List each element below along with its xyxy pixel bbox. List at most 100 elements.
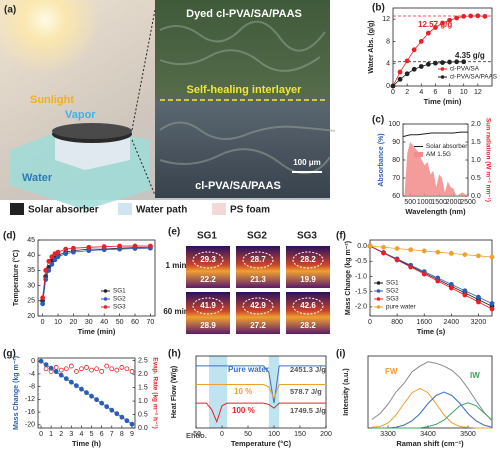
sun <box>0 0 100 75</box>
y-tick-label: -4 <box>29 371 35 378</box>
x-axis-label: Time (min) <box>424 97 462 106</box>
marker <box>408 247 414 253</box>
series-label: 100 % <box>232 406 255 415</box>
x-tick-label: 12 <box>474 89 482 96</box>
plot-frame <box>367 355 493 429</box>
x-tick-label: 10 <box>460 89 468 96</box>
panel-a: (a) Sunlight Vapor Water Dyed cl-PVA/SA/… <box>0 0 336 216</box>
marker <box>94 397 100 403</box>
marker <box>84 390 89 396</box>
y-tick-label: 2.0 <box>471 121 481 128</box>
marker <box>435 249 441 255</box>
x-tick-label: 2 <box>405 89 409 96</box>
thermal-image <box>186 246 230 288</box>
x-tick-label: 0 <box>41 319 45 326</box>
marker <box>147 243 153 249</box>
legend-label: cl-PVA/SA <box>450 66 480 73</box>
marker <box>381 244 386 250</box>
y-tick-label: 25 <box>27 298 35 305</box>
shaded-range <box>209 356 228 428</box>
legend-label: SG3 <box>113 304 126 311</box>
marker <box>454 59 460 65</box>
row-label: 1 min <box>166 261 187 270</box>
x-tick-label: 1500 <box>431 199 447 206</box>
x-tick-label: 6 <box>100 431 104 438</box>
marker <box>53 365 59 370</box>
y-tick-label: -12 <box>25 396 35 403</box>
legend-label: Solar absorber <box>28 205 99 216</box>
legend-swatch <box>212 203 226 215</box>
marker <box>418 64 424 69</box>
marker <box>489 301 495 306</box>
marker <box>68 363 74 369</box>
legend-swatch <box>376 305 381 309</box>
x-tick-label: 3200 <box>471 319 487 326</box>
y-tick-label: 80 <box>392 157 400 164</box>
marker <box>63 251 69 257</box>
marker <box>482 13 488 19</box>
marker <box>58 367 64 373</box>
marker <box>440 20 445 26</box>
panel-label: (e) <box>168 227 180 238</box>
y-tick-label: -0.5 <box>355 258 367 265</box>
y-tick-label: 2.0 <box>138 371 148 378</box>
marker <box>89 367 94 373</box>
marker <box>448 285 454 291</box>
hot-spot <box>242 297 274 315</box>
y-tick-label: 70 <box>392 175 400 182</box>
x-tick-label: 7 <box>110 431 114 438</box>
thermal-image <box>286 246 330 288</box>
legend-label: pure water <box>386 304 416 311</box>
marker <box>99 400 105 406</box>
shaded-range <box>268 356 280 428</box>
panel-label: (i) <box>336 349 345 360</box>
plot-frame <box>37 239 156 317</box>
cold-temp: 19.9 <box>300 275 316 284</box>
series-label: 10 % <box>234 387 252 396</box>
zoom-line <box>131 9 156 131</box>
legend-label: SG2 <box>386 288 399 295</box>
marker <box>124 418 130 424</box>
x-axis-label: Time (s) <box>417 327 446 336</box>
line <box>369 245 493 307</box>
marker <box>55 249 61 255</box>
marker <box>104 363 110 369</box>
y-tick-label: 60 <box>392 193 400 200</box>
legend-swatch <box>376 297 381 301</box>
marker <box>433 60 438 66</box>
marker <box>461 13 467 19</box>
y-tick-label: 1.5 <box>471 139 481 146</box>
scale-label: 100 μm <box>293 158 321 167</box>
marker <box>425 30 431 36</box>
hot-temp: 28.2 <box>300 255 316 264</box>
hot-spot <box>292 251 324 269</box>
x-tick-label: 5 <box>90 431 94 438</box>
y-tick-label: 4 <box>386 61 390 68</box>
y-axis-label: Temperature (°C) <box>12 250 20 306</box>
hot-spot <box>242 251 274 269</box>
row-label: 60 min <box>163 307 188 316</box>
x-tick-label: 2 <box>59 431 63 438</box>
marker <box>119 414 125 420</box>
marker <box>404 58 410 64</box>
vapor-label: Vapor <box>65 109 96 121</box>
hot-spot <box>192 251 224 269</box>
y-tick-label: -1.5 <box>355 289 367 296</box>
legend-swatch <box>440 75 445 79</box>
line <box>402 131 468 138</box>
panel-label: (d) <box>3 231 16 242</box>
line <box>369 245 493 258</box>
marker <box>43 362 49 368</box>
marker <box>55 254 61 260</box>
series-label: FW <box>385 367 398 376</box>
x-tick-label: 3300 <box>380 431 396 438</box>
marker <box>476 253 481 259</box>
bottom-layer-label: cl-PVA/SA/PAAS <box>195 180 281 192</box>
marker <box>94 366 100 372</box>
legend-label: PS foam <box>230 205 270 216</box>
x-tick-label: 40 <box>100 319 108 326</box>
cold-temp: 27.2 <box>250 321 266 330</box>
x-tick-label: 150 <box>294 431 306 438</box>
